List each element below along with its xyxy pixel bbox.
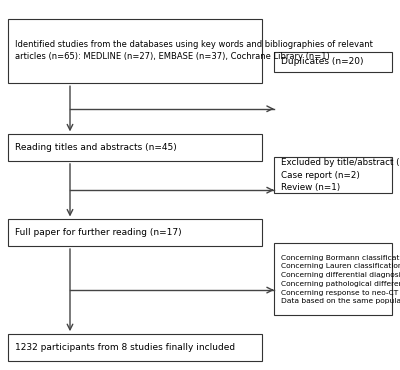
Text: Duplicates (n=20): Duplicates (n=20): [281, 57, 364, 67]
Text: Full paper for further reading (n=17): Full paper for further reading (n=17): [15, 228, 182, 237]
Text: Identified studies from the databases using key words and bibliographies of rele: Identified studies from the databases us…: [15, 40, 373, 61]
FancyBboxPatch shape: [274, 243, 392, 315]
Text: 1232 participants from 8 studies finally included: 1232 participants from 8 studies finally…: [15, 343, 235, 352]
Text: Concerning Bormann classification (n=3)
Concerning Lauren classification (n=1)
C: Concerning Bormann classification (n=3) …: [281, 254, 400, 304]
Text: Reading titles and abstracts (n=45): Reading titles and abstracts (n=45): [15, 143, 177, 152]
FancyBboxPatch shape: [8, 334, 262, 361]
FancyBboxPatch shape: [274, 157, 392, 193]
FancyBboxPatch shape: [8, 18, 262, 83]
FancyBboxPatch shape: [274, 52, 392, 72]
Text: Excluded by title/abstract (n=25)
Case report (n=2)
Review (n=1): Excluded by title/abstract (n=25) Case r…: [281, 158, 400, 192]
FancyBboxPatch shape: [8, 219, 262, 246]
FancyBboxPatch shape: [8, 134, 262, 161]
